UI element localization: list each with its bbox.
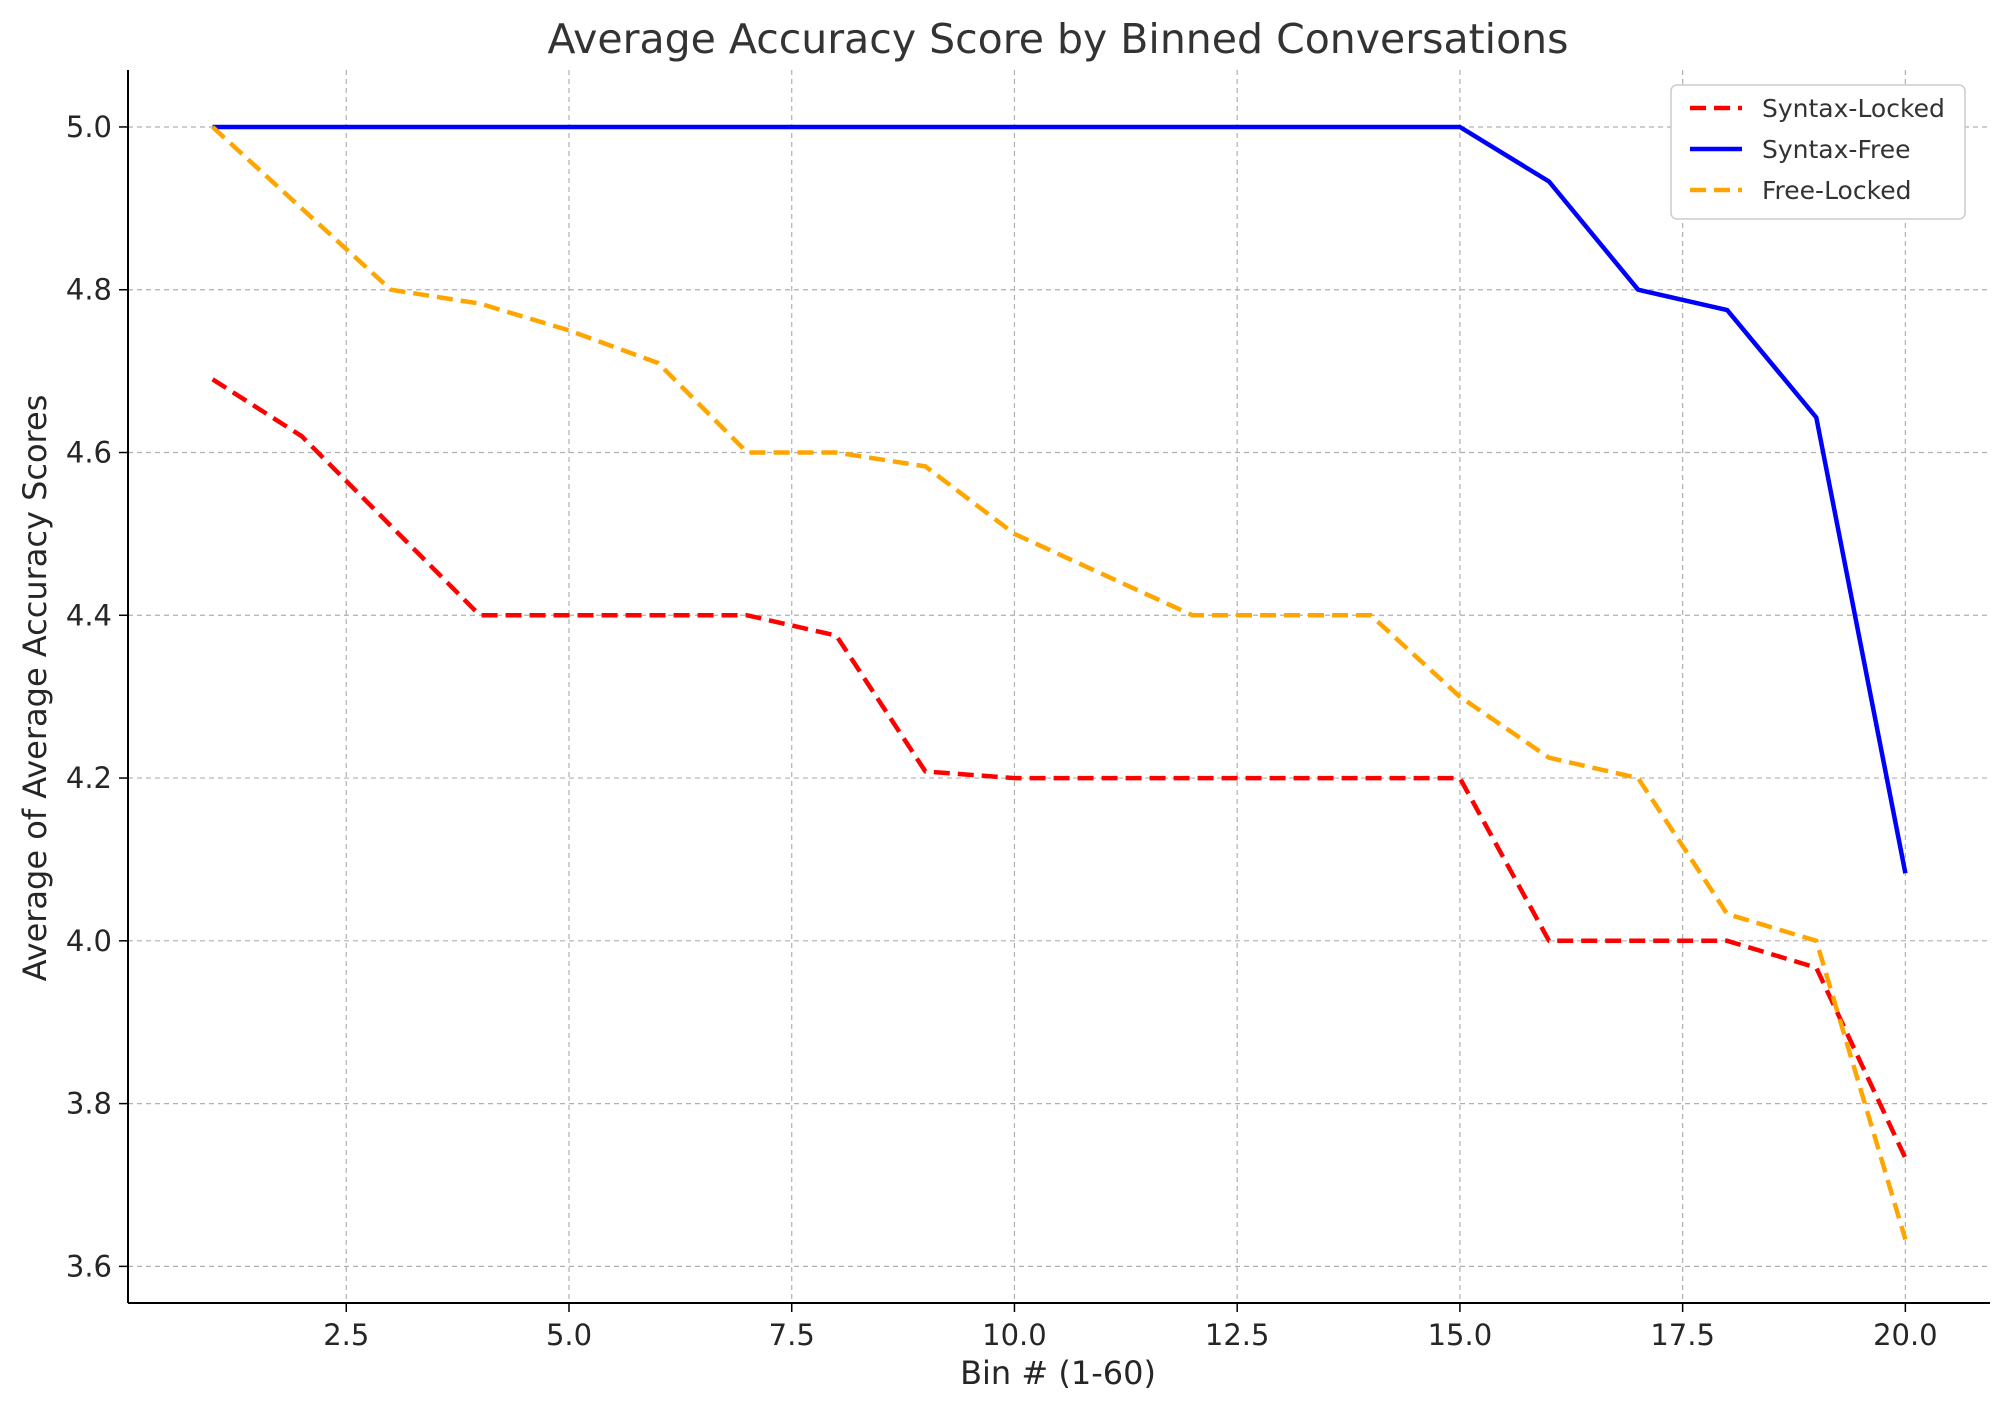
y-tick-label: 3.6 — [66, 1249, 112, 1283]
series-line-syntax-free — [212, 124, 1908, 874]
legend-label-syntax-locked: Syntax-Locked — [1762, 94, 1945, 123]
x-axis-label: Bin # (1-60) — [960, 1354, 1156, 1392]
x-tick-label: 17.5 — [1650, 1318, 1715, 1352]
y-tick-label: 4.0 — [66, 924, 112, 958]
x-tick-label: 7.5 — [769, 1318, 815, 1352]
x-tick-label: 15.0 — [1428, 1318, 1493, 1352]
y-tick-label: 5.0 — [66, 110, 112, 144]
x-tick-label: 2.5 — [323, 1318, 369, 1352]
x-tick-label: 10.0 — [982, 1318, 1047, 1352]
axis-ticks: 2.5 5.0 7.5 10.0 12.5 15.0 17.5 20.0 3.6 3.8 4.0 4.… — [66, 110, 1938, 1352]
legend: Syntax-Locked Syntax-Free Free-Locked — [1670, 84, 1966, 220]
x-tick-label: 12.5 — [1205, 1318, 1270, 1352]
axes — [127, 70, 1990, 1304]
y-axis-label: Average of Average Accuracy Scores — [16, 395, 54, 982]
chart-title: Average Accuracy Score by Binned Convers… — [548, 15, 1569, 63]
y-tick-label: 4.4 — [66, 598, 112, 632]
legend-label-free-locked: Free-Locked — [1762, 176, 1911, 205]
series-line-free-locked — [211, 125, 1908, 1241]
x-tick-label: 20.0 — [1873, 1318, 1938, 1352]
y-tick-label: 4.2 — [66, 761, 112, 795]
y-tick-label: 3.8 — [66, 1087, 112, 1121]
x-tick-label: 5.0 — [546, 1318, 592, 1352]
y-tick-label: 4.6 — [66, 436, 112, 470]
series-lines — [211, 124, 1908, 1241]
y-tick-label: 4.8 — [66, 273, 112, 307]
grid — [128, 70, 1990, 1303]
legend-frame — [1670, 84, 1966, 220]
series-line-syntax-locked — [211, 377, 1908, 1160]
legend-label-syntax-free: Syntax-Free — [1762, 135, 1911, 164]
